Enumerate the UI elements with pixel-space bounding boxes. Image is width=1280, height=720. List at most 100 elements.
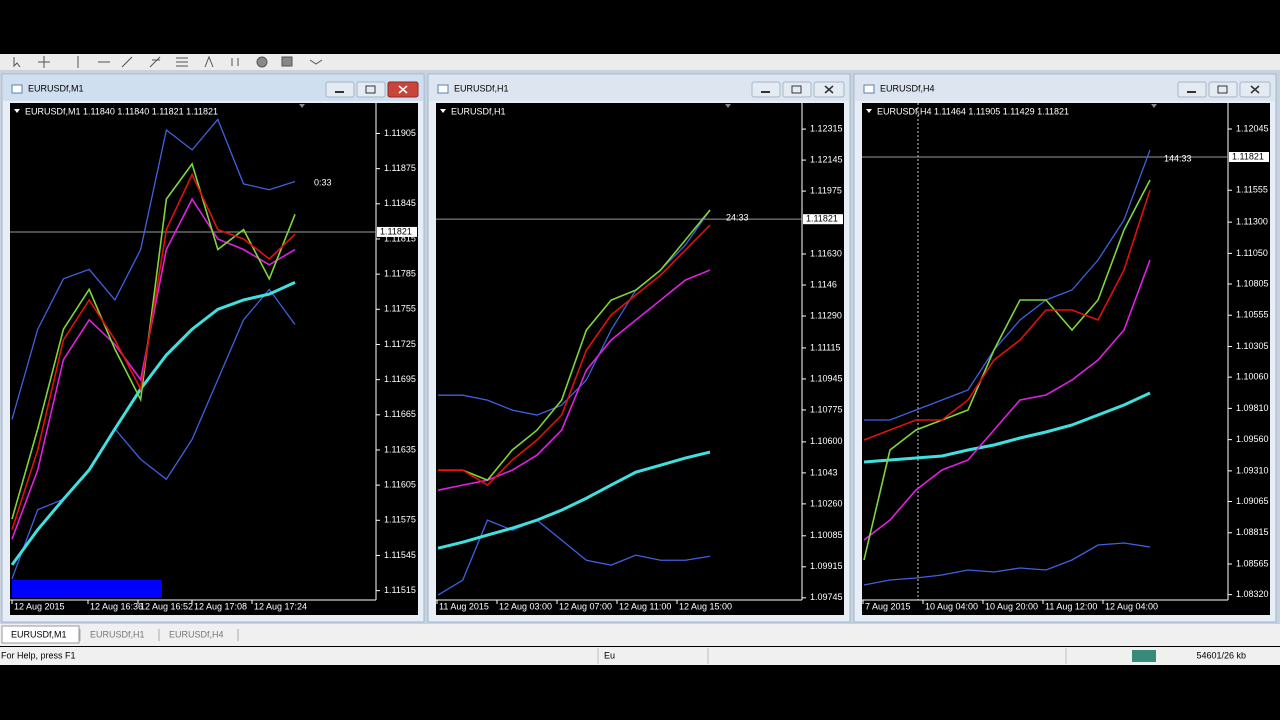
arrow-icon[interactable] [309, 59, 323, 65]
channel-icon[interactable] [149, 56, 161, 68]
minimize-button[interactable] [751, 81, 781, 98]
y-tick-label: 1.11050 [1236, 248, 1268, 258]
trendline-icon[interactable] [121, 56, 133, 68]
tab[interactable] [81, 626, 158, 643]
crosshair-icon[interactable] [38, 56, 50, 68]
y-tick-label: 1.11875 [384, 163, 416, 173]
indicator-line [437, 269, 711, 491]
status-bar [0, 647, 1280, 665]
y-tick-label: 1.10260 [810, 498, 843, 508]
y-tick-label: 1.11115 [810, 342, 841, 352]
chart-header: EURUSDf,M1 1.11840 1.11840 1.11821 1.118… [25, 106, 218, 116]
window-icon [11, 84, 23, 94]
indicator-line [863, 189, 1151, 441]
price-tag [377, 226, 417, 237]
x-tick-label: 12 Aug 16:36 [90, 601, 143, 611]
maximize-button[interactable] [356, 81, 386, 98]
maximize-button[interactable] [782, 81, 812, 98]
price-tag-label: 1.11821 [1232, 151, 1264, 161]
x-tick-label: 10 Aug 04:00 [925, 601, 978, 611]
y-tick-label: 1.10775 [810, 404, 843, 414]
indicator-line [863, 391, 1151, 464]
y-tick-label: 1.08815 [1236, 527, 1269, 537]
tab[interactable] [160, 626, 237, 643]
shape-icon[interactable] [256, 56, 268, 68]
y-tick-label: 1.09915 [810, 561, 843, 571]
indicator-line [11, 172, 296, 530]
x-tick-label: 12 Aug 17:08 [194, 601, 247, 611]
scroll-arrow [299, 104, 305, 108]
close-glyph [1250, 85, 1260, 94]
tabs: EURUSDf,M1 EURUSDf,H1 EURUSDf,H4 [1, 625, 239, 644]
y-tick-label: 1.1146 [810, 279, 837, 289]
y-tick-label: 1.12145 [810, 154, 843, 164]
maximize-glyph [365, 85, 376, 94]
y-tick-label: 1.08320 [1236, 589, 1269, 599]
y-tick-label: 1.10305 [1236, 341, 1269, 351]
indicator-line [11, 162, 296, 520]
indicator-line [438, 224, 711, 487]
chart-window: EURUSDf,M1 EURUSDf,M1 1.11840 1.11840 1.1… [1, 73, 425, 623]
y-tick-label: 1.09745 [810, 592, 843, 602]
indicator-line [438, 209, 711, 482]
scroll-arrow [725, 104, 731, 108]
price-tag [803, 214, 843, 225]
y-tick-label: 1.11905 [384, 128, 416, 138]
price-tag [1229, 152, 1269, 162]
y-tick-label: 1.11755 [384, 304, 416, 314]
toolbar-icons [13, 55, 323, 68]
x-tick-label: 12 Aug 16:52 [140, 601, 193, 611]
x-tick-label: 11 Aug 12:00 [1045, 601, 1097, 611]
tab[interactable] [1, 625, 80, 644]
y-tick-label: 1.11575 [384, 515, 416, 525]
y-tick-label: 1.10555 [1236, 310, 1269, 320]
rect-icon[interactable] [281, 56, 293, 67]
y-tick-label: 1.10945 [810, 373, 843, 383]
bar-countdown: 0:33 [314, 177, 332, 187]
window-title: EURUSDf,H1 [454, 83, 509, 93]
chart-area [10, 103, 418, 615]
maximize-button[interactable] [1208, 81, 1238, 98]
indicator-line [11, 118, 296, 420]
text-icon[interactable] [204, 55, 214, 68]
y-tick-label: 1.11515 [384, 585, 416, 595]
minimize-button[interactable] [325, 81, 355, 98]
bar-countdown: 24:33 [726, 212, 749, 222]
minimize-button[interactable] [1177, 81, 1207, 98]
fibo-icon[interactable] [176, 57, 188, 67]
y-tick-label: 1.10805 [1236, 278, 1269, 288]
x-tick-label: 11 Aug 2015 [439, 601, 489, 611]
x-tick-label: 12 Aug 2015 [14, 601, 65, 611]
chart-area [862, 103, 1270, 615]
y-tick-label: 1.09810 [1236, 403, 1269, 413]
maximize-glyph [791, 85, 802, 94]
y-tick-label: 1.11545 [384, 550, 416, 560]
window-icon [863, 84, 875, 94]
connection-indicator [1132, 650, 1156, 662]
y-tick-label: 1.08565 [1236, 558, 1269, 568]
y-tick-label: 1.12315 [810, 123, 843, 133]
y-tick-label: 1.10085 [810, 530, 843, 540]
y-tick-label: 1.11290 [810, 310, 842, 320]
x-tick-label: 12 Aug 11:00 [619, 601, 671, 611]
tab-label: EURUSDf,H1 [90, 629, 145, 639]
y-tick-label: 1.1043 [810, 467, 838, 477]
price-tag-label: 1.11821 [806, 214, 838, 224]
label-icon[interactable] [231, 58, 239, 66]
y-tick-label: 1.11555 [1236, 185, 1268, 195]
chart-menu-arrow [14, 109, 20, 113]
y-tick-label: 1.11845 [384, 198, 416, 208]
bar-countdown: 144:33 [1164, 153, 1192, 163]
x-tick-label: 12 Aug 07:00 [559, 601, 612, 611]
chart-area [436, 103, 844, 615]
cursor-icon[interactable] [13, 57, 21, 68]
x-tick-label: 12 Aug 04:00 [1105, 601, 1158, 611]
chart-header: EURUSDf,H1 [451, 106, 506, 116]
x-tick-label: 12 Aug 17:24 [254, 601, 307, 611]
close-glyph [824, 85, 834, 94]
x-tick-label: 12 Aug 15:00 [679, 601, 732, 611]
y-tick-label: 1.09310 [1236, 465, 1269, 475]
close-glyph [398, 85, 408, 94]
chart-window: EURUSDf,H1 EURUSDf,H1 1.12315 1.12145 1.1197… [427, 73, 851, 623]
